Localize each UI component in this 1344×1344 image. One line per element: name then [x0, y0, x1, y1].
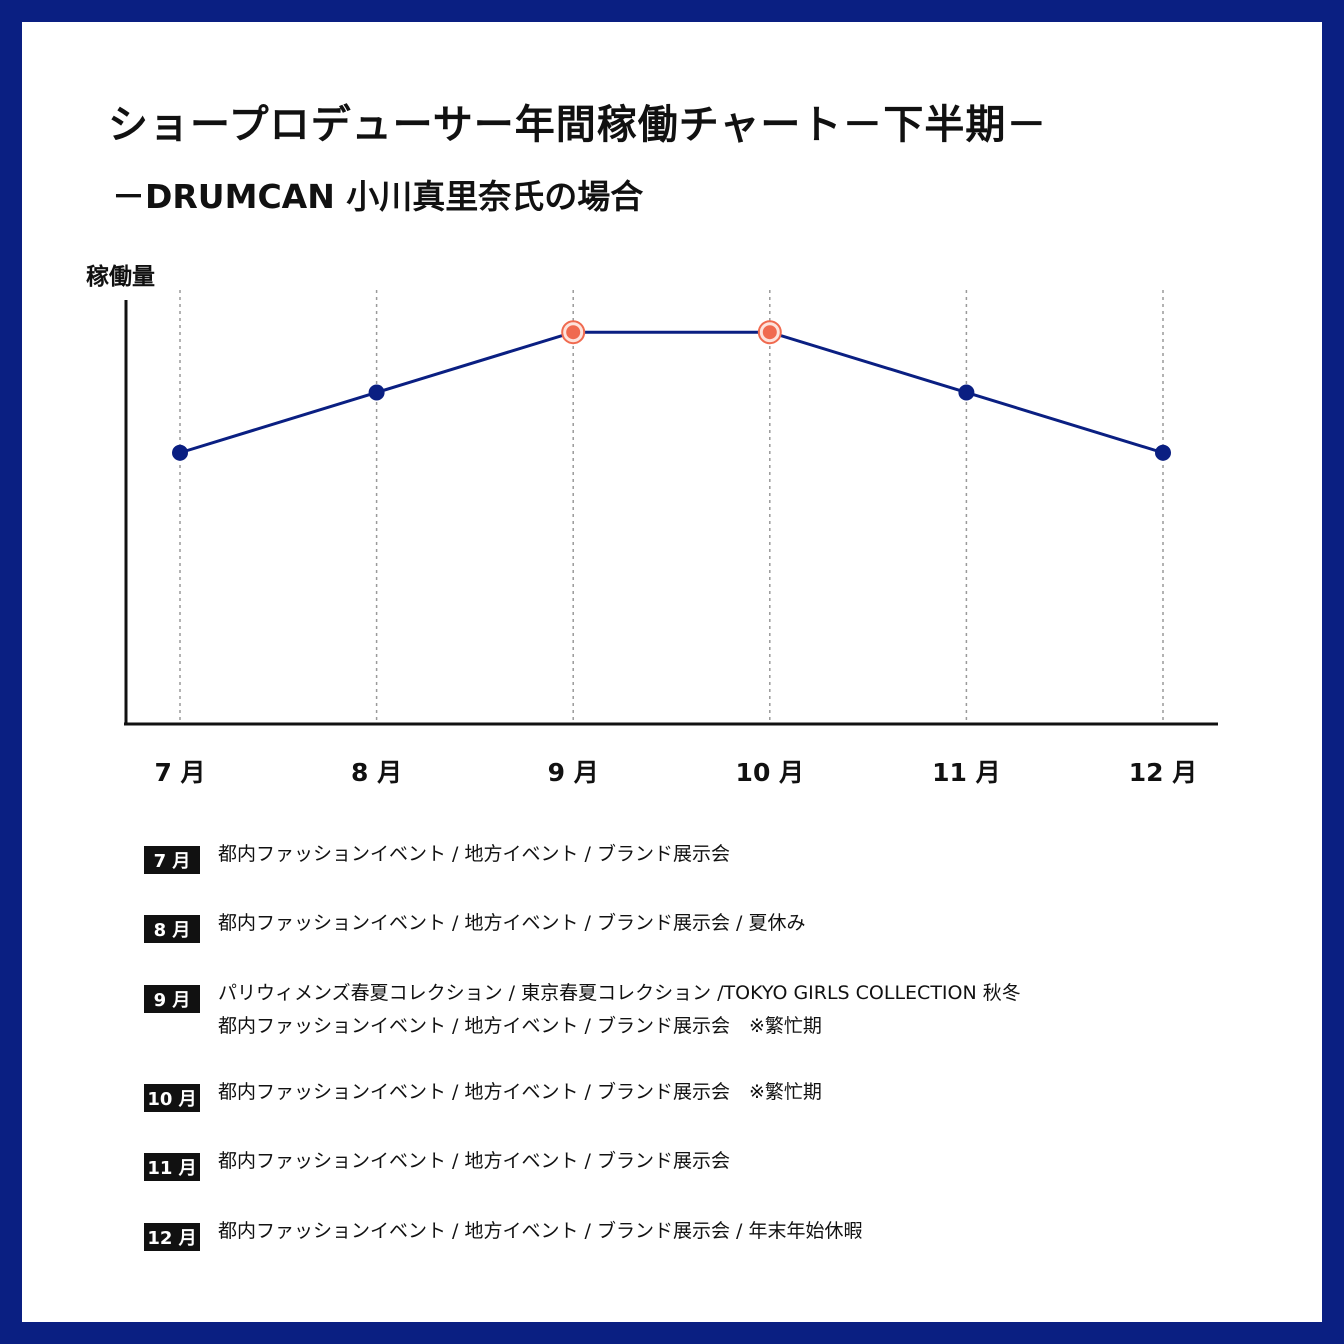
series-line [179, 330, 1164, 455]
x-tick-label: 7 月 [154, 758, 205, 787]
grid-lines [179, 290, 1164, 724]
description-line: 都内ファッションイベント / 地方イベント / ブランド展示会 [218, 843, 730, 865]
series-polyline [179, 330, 1164, 455]
month-description: 都内ファッションイベント / 地方イベント / ブランド展示会 [218, 1145, 730, 1178]
month-description: 都内ファッションイベント / 地方イベント / ブランド展示会 / 年末年始休暇 [218, 1215, 862, 1248]
month-badge: 12 月 [144, 1223, 200, 1251]
x-tick-label: 8 月 [351, 758, 402, 787]
data-point [958, 384, 975, 401]
month-description: 都内ファッションイベント / 地方イベント / ブランド展示会 / 夏休み [218, 907, 805, 940]
description-line: パリウィメンズ春夏コレクション / 東京春夏コレクション /TOKYO GIRL… [218, 982, 1021, 1004]
x-axis-ticks: 7 月 8 月 9 月 10 月 11 月 12 月 [154, 758, 1197, 787]
month-badge: 10 月 [144, 1084, 200, 1112]
month-badge: 7 月 [144, 846, 200, 874]
description-line: 都内ファッションイベント / 地方イベント / ブランド展示会 / 夏休み [218, 912, 806, 934]
highlight-data-point [566, 325, 581, 340]
page-subtitle: －DRUMCAN 小川真里奈氏の場合 [112, 177, 644, 216]
y-axis-label: 稼働量 [86, 263, 155, 290]
month-badge: 8 月 [144, 915, 200, 943]
series-points [172, 320, 1171, 461]
description-line: 都内ファッションイベント / 地方イベント / ブランド展示会 / 年末年始休暇 [218, 1220, 863, 1242]
month-description: 都内ファッションイベント / 地方イベント / ブランド展示会 [218, 838, 730, 871]
legend-row: 12 月都内ファッションイベント / 地方イベント / ブランド展示会 / 年末… [144, 1215, 862, 1251]
legend-row: 10 月都内ファッションイベント / 地方イベント / ブランド展示会 ※繁忙期 [144, 1076, 822, 1112]
legend-row: 8 月都内ファッションイベント / 地方イベント / ブランド展示会 / 夏休み [144, 907, 805, 943]
legend-row: 11 月都内ファッションイベント / 地方イベント / ブランド展示会 [144, 1145, 730, 1181]
data-point [172, 444, 188, 461]
legend-row: 9 月パリウィメンズ春夏コレクション / 東京春夏コレクション /TOKYO G… [144, 977, 1021, 1043]
highlight-data-point [762, 325, 777, 340]
month-badge: 11 月 [144, 1153, 200, 1181]
x-tick-label: 12 月 [1129, 758, 1198, 787]
month-description: 都内ファッションイベント / 地方イベント / ブランド展示会 ※繁忙期 [218, 1076, 822, 1109]
x-tick-label: 11 月 [932, 758, 1001, 787]
month-description: パリウィメンズ春夏コレクション / 東京春夏コレクション /TOKYO GIRL… [218, 977, 1021, 1043]
legend-row: 7 月都内ファッションイベント / 地方イベント / ブランド展示会 [144, 838, 730, 874]
description-line: 都内ファッションイベント / 地方イベント / ブランド展示会 ※繁忙期 [218, 1081, 822, 1103]
page-title: ショープロデューサー年間稼働チャート－下半期－ [108, 102, 1048, 148]
data-point [1155, 444, 1171, 461]
x-tick-label: 9 月 [548, 758, 599, 787]
description-line: 都内ファッションイベント / 地方イベント / ブランド展示会 [218, 1150, 730, 1172]
x-tick-label: 10 月 [736, 758, 805, 787]
data-point [368, 384, 385, 401]
description-line: 都内ファッションイベント / 地方イベント / ブランド展示会 ※繁忙期 [218, 1015, 822, 1037]
month-badge: 9 月 [144, 985, 200, 1013]
